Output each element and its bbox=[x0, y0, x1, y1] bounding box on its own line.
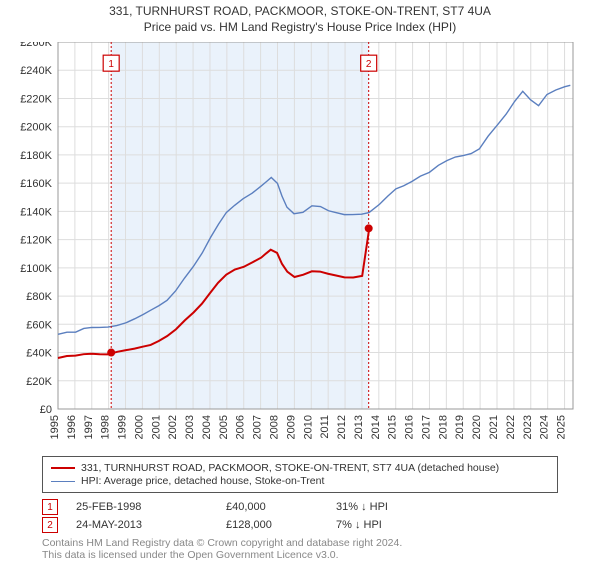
svg-text:2024: 2024 bbox=[539, 415, 551, 439]
svg-text:2023: 2023 bbox=[522, 415, 534, 439]
svg-text:2003: 2003 bbox=[184, 415, 196, 439]
svg-text:2007: 2007 bbox=[252, 415, 264, 439]
svg-text:2006: 2006 bbox=[235, 415, 247, 439]
svg-text:1997: 1997 bbox=[83, 415, 95, 439]
chart-area: £0 £20K £40K £60K £80K £100K £120K £140K £160K £1… bbox=[10, 42, 590, 450]
event-row: 2 24-MAY-2013£128,0007% ↓ HPI bbox=[42, 517, 558, 533]
svg-text:£260K: £260K bbox=[20, 42, 52, 49]
svg-text:2025: 2025 bbox=[556, 415, 568, 439]
svg-text:1: 1 bbox=[108, 59, 114, 70]
event-date: 25-FEB-1998 bbox=[76, 501, 226, 513]
svg-text:2009: 2009 bbox=[285, 415, 297, 439]
svg-text:1996: 1996 bbox=[66, 415, 78, 439]
legend-row-price: 331, TURNHURST ROAD, PACKMOOR, STOKE-ON-… bbox=[51, 462, 549, 474]
svg-text:£220K: £220K bbox=[20, 93, 52, 105]
svg-text:2011: 2011 bbox=[319, 415, 331, 439]
chart-title-subtitle: Price paid vs. HM Land Registry's House … bbox=[0, 20, 600, 34]
svg-text:2013: 2013 bbox=[353, 415, 365, 439]
svg-text:£20K: £20K bbox=[26, 376, 52, 388]
svg-text:2002: 2002 bbox=[167, 415, 179, 439]
svg-text:2012: 2012 bbox=[336, 415, 348, 439]
svg-text:£160K: £160K bbox=[20, 178, 52, 190]
attribution-line1: Contains HM Land Registry data © Crown c… bbox=[42, 537, 558, 549]
svg-text:2004: 2004 bbox=[201, 415, 213, 439]
svg-text:£100K: £100K bbox=[20, 263, 52, 275]
chart-title-address: 331, TURNHURST ROAD, PACKMOOR, STOKE-ON-… bbox=[0, 4, 600, 18]
event-badge: 1 bbox=[42, 499, 58, 515]
legend-swatch-price bbox=[51, 467, 75, 469]
svg-text:2019: 2019 bbox=[454, 415, 466, 439]
svg-text:1995: 1995 bbox=[49, 415, 61, 439]
svg-text:£120K: £120K bbox=[20, 235, 52, 247]
svg-text:£60K: £60K bbox=[26, 319, 52, 331]
attribution: Contains HM Land Registry data © Crown c… bbox=[42, 537, 558, 561]
event-price: £128,000 bbox=[226, 519, 336, 531]
svg-text:2015: 2015 bbox=[387, 415, 399, 439]
event-badge: 2 bbox=[42, 517, 58, 533]
svg-text:2021: 2021 bbox=[488, 415, 500, 439]
events-table: 1 25-FEB-1998£40,00031% ↓ HPI 2 24-MAY-2013… bbox=[42, 499, 558, 533]
svg-text:2016: 2016 bbox=[404, 415, 416, 439]
svg-text:£240K: £240K bbox=[20, 65, 52, 77]
svg-text:2017: 2017 bbox=[420, 415, 432, 439]
svg-text:£140K: £140K bbox=[20, 206, 52, 218]
legend: 331, TURNHURST ROAD, PACKMOOR, STOKE-ON-… bbox=[42, 456, 558, 493]
legend-label-price: 331, TURNHURST ROAD, PACKMOOR, STOKE-ON-… bbox=[81, 462, 499, 474]
svg-text:2022: 2022 bbox=[505, 415, 517, 439]
svg-text:1998: 1998 bbox=[100, 415, 112, 439]
svg-text:£40K: £40K bbox=[26, 348, 52, 360]
event-price: £40,000 bbox=[226, 501, 336, 513]
legend-label-hpi: HPI: Average price, detached house, Stok… bbox=[81, 475, 324, 487]
svg-text:2010: 2010 bbox=[302, 415, 314, 439]
svg-text:£0: £0 bbox=[40, 404, 52, 416]
svg-text:2001: 2001 bbox=[150, 415, 162, 439]
attribution-line2: This data is licensed under the Open Gov… bbox=[42, 549, 558, 561]
event-diff: 31% ↓ HPI bbox=[336, 501, 456, 513]
event-date: 24-MAY-2013 bbox=[76, 519, 226, 531]
legend-row-hpi: HPI: Average price, detached house, Stok… bbox=[51, 475, 549, 487]
svg-text:2000: 2000 bbox=[133, 415, 145, 439]
event-diff: 7% ↓ HPI bbox=[336, 519, 456, 531]
svg-text:2008: 2008 bbox=[269, 415, 281, 439]
event-row: 1 25-FEB-1998£40,00031% ↓ HPI bbox=[42, 499, 558, 515]
svg-text:1999: 1999 bbox=[117, 415, 129, 439]
line-chart-svg: £0 £20K £40K £60K £80K £100K £120K £140K £160K £1… bbox=[10, 42, 590, 450]
svg-text:2005: 2005 bbox=[218, 415, 230, 439]
svg-text:2: 2 bbox=[366, 59, 372, 70]
legend-swatch-hpi bbox=[51, 481, 75, 482]
svg-text:2020: 2020 bbox=[471, 415, 483, 439]
svg-text:2018: 2018 bbox=[437, 415, 449, 439]
svg-text:£180K: £180K bbox=[20, 150, 52, 162]
svg-text:2014: 2014 bbox=[370, 415, 382, 439]
svg-text:£200K: £200K bbox=[20, 122, 52, 134]
svg-text:£80K: £80K bbox=[26, 291, 52, 303]
